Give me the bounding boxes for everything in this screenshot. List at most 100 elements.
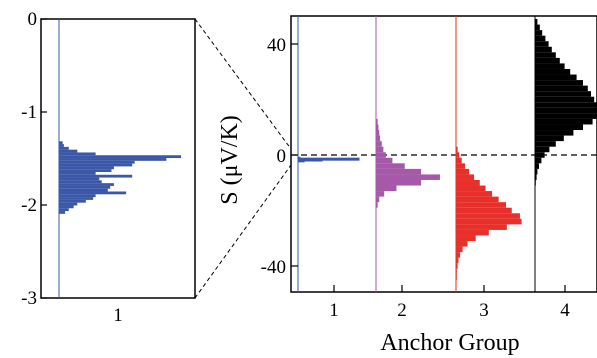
main-x-tick-label: 4 [560,300,570,321]
inset-y-tick-label: 0 [28,9,38,30]
inset-bar [59,205,74,209]
histogram-bar-group-2 [376,202,378,208]
main-frame [290,15,597,293]
histogram-bar-group-4 [535,80,583,86]
x-axis-title: Anchor Group [380,330,519,356]
histogram-bar-group-2 [376,168,422,175]
histogram-bar-group-4 [535,68,571,75]
inset-bar [59,146,69,150]
inset-bar [59,166,114,170]
main-y-tick-label: 40 [267,35,286,56]
histogram-bar-group-3 [456,163,466,169]
histogram-bar-group-4 [535,85,588,92]
histogram-bar-group-1 [298,157,360,161]
inset-bar [59,158,167,161]
histogram-bar-group-4 [535,19,538,25]
histogram-bar-group-4 [535,30,543,36]
inset-bar [59,183,114,186]
histogram-bar-group-3 [456,196,499,203]
histogram-bar-group-1 [298,158,323,162]
histogram-bar-group-3 [456,207,512,214]
main-baselines [297,16,536,292]
histogram-bar-group-4 [535,124,583,131]
inset-bar [59,171,96,175]
inset-panel: 0 -1 -2 -3 1 [21,9,196,326]
histogram-bar-group-2 [376,185,397,192]
inset-bar [59,211,66,214]
histogram-bar-group-4 [535,24,540,31]
histogram-bar-group-2 [376,163,405,169]
inset-bar [59,199,86,203]
main-y-tick-label: -40 [261,257,286,278]
histogram-bar-group-4 [535,63,565,69]
histogram-bar-group-3 [456,263,458,269]
inset-bar [59,144,64,147]
histogram-bar-group-3 [456,168,470,175]
inset-bar [59,174,133,178]
histogram-bar-group-2 [376,191,385,197]
inset-y-tick-label: -3 [21,288,37,309]
inset-frame [40,18,196,299]
histogram-bar-group-4 [535,135,564,142]
histogram-bar-group-2 [376,130,380,136]
histogram-bar-group-2 [376,141,382,147]
histogram-bar-group-2 [376,146,384,153]
main-x-axis: 1 2 3 4 [329,285,570,321]
inset-bar [59,141,63,145]
inset-bar [59,185,111,189]
inset-y-axis: 0 -1 -2 -3 [21,9,47,309]
histogram-bar-group-4 [535,57,560,64]
histogram-bar-group-2 [376,152,386,158]
main-panel: 40 0 -40 1 2 3 4 S (μV/K) Anchor Group [217,15,597,356]
histogram-bar-group-4 [535,74,577,81]
histogram-bar-group-4 [535,96,595,103]
histogram-bar-group-1 [298,159,305,163]
zoom-connector-top [194,18,292,150]
main-x-tick-label: 3 [479,300,489,321]
inset-bar [59,149,78,153]
main-y-tick-label: 0 [277,146,287,167]
inset-bar [59,177,100,181]
histogram-bar-group-2 [376,135,381,142]
histogram-bar-group-4 [535,152,545,158]
inset-bar [59,202,78,206]
histogram-bar-group-3 [456,152,460,158]
histogram-bar-group-3 [456,246,463,253]
main-x-tick-label: 2 [397,300,407,321]
inset-bar [59,197,94,200]
inset-bar [59,155,181,159]
histogram-bar-group-3 [456,241,468,247]
histogram-bar-group-4 [535,174,537,180]
zoom-connector-bottom [194,164,292,299]
histogram-bar-group-3 [456,191,493,197]
inset-bar [59,208,69,212]
histogram-bar-group-3 [456,213,520,219]
main-y-axis: 40 0 -40 [261,35,298,278]
inset-bar [59,194,96,198]
inset-bar [59,160,135,164]
histogram-bar-group-3 [456,252,461,258]
histogram-bar-group-4 [535,146,550,153]
histogram-bar-group-3 [456,179,480,186]
histogram-bar-group-3 [456,146,458,153]
main-x-tick-label: 1 [329,300,339,321]
histogram-bar-group-2 [376,157,393,164]
histogram-bar-group-3 [456,224,507,230]
histogram-bar-group-4 [535,163,539,169]
histogram-bar-group-3 [456,174,475,180]
histogram-bar-group-4 [535,141,556,147]
histogram-bar-group-3 [456,185,486,192]
histogram-bar-group-2 [376,118,378,125]
y-axis-title: S (μV/K) [217,115,243,205]
histogram-bar-group-4 [535,35,546,42]
histogram-bar-group-3 [456,157,462,164]
histogram-bar-group-4 [535,91,591,97]
inset-bar [59,188,108,192]
histogram-bar-group-2 [376,196,380,203]
histogram-bar-group-3 [456,257,459,264]
inset-y-tick-label: -2 [21,195,37,216]
histogram-bar-group-3 [456,235,476,242]
histogram-bar-group-3 [456,202,507,208]
inset-bars [59,141,181,214]
